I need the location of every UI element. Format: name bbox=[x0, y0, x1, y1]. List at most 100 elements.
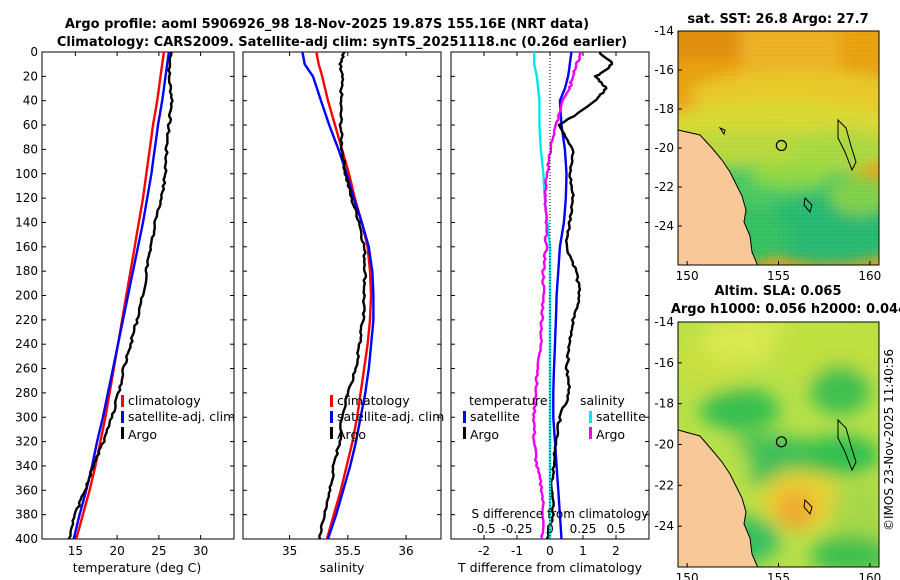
lat-tick-label: -18 bbox=[654, 397, 674, 411]
depth-tick-label: 360 bbox=[15, 483, 38, 497]
lat-tick-label: -16 bbox=[654, 356, 674, 370]
s-difference-tick-label: 0.5 bbox=[606, 522, 625, 536]
lat-tick-label: -14 bbox=[654, 24, 674, 38]
x-tick-label: -2 bbox=[478, 544, 490, 558]
sla-map-title-2: Argo h1000: 0.056 h2000: 0.044 bbox=[671, 302, 900, 317]
depth-tick-label: 380 bbox=[15, 508, 38, 522]
series-line-argo bbox=[67, 52, 174, 539]
legend-swatch-climatology bbox=[121, 395, 124, 407]
depth-tick-label: 100 bbox=[15, 167, 38, 181]
legend-swatch-argo bbox=[330, 427, 333, 439]
lat-tick-label: -16 bbox=[654, 63, 674, 77]
s-difference-tick-label: 0.25 bbox=[570, 522, 597, 536]
series-line-satellite-adj-clim bbox=[72, 52, 171, 539]
lat-tick-label: -20 bbox=[654, 141, 674, 155]
legend-argo-label: Argo bbox=[128, 427, 157, 442]
legend-swatch-argo bbox=[121, 427, 124, 439]
sla-reef-outline bbox=[837, 418, 857, 472]
plot-area bbox=[242, 51, 442, 540]
title-line-2: Climatology: CARS2009. Satellite-adj cli… bbox=[57, 35, 627, 50]
x-tick-label: 15 bbox=[68, 544, 83, 558]
lon-tick-label: 150 bbox=[676, 571, 699, 580]
series-group bbox=[301, 52, 375, 539]
sst-landmass bbox=[678, 129, 759, 265]
legend-t-argo-label: Argo bbox=[470, 427, 499, 442]
depth-tick-label: 80 bbox=[23, 142, 38, 156]
x-tick-label: 2 bbox=[612, 544, 620, 558]
sst-reef-outline bbox=[803, 196, 813, 214]
difference-xlabel: T difference from climatology bbox=[457, 560, 643, 575]
sst-reef-outline bbox=[837, 118, 857, 172]
x-tick-label: 30 bbox=[193, 544, 208, 558]
lat-tick-label: -14 bbox=[654, 315, 674, 329]
s-difference-label: S difference from climatology bbox=[472, 507, 649, 521]
depth-tick-label: 220 bbox=[15, 313, 38, 327]
temperature-legend: climatology satellite-adj. clim Argo bbox=[121, 393, 235, 442]
salinity-legend: climatology satellite-adj. clim Argo bbox=[330, 393, 444, 442]
difference-panel: -2 -1 0 1 2 bbox=[450, 51, 650, 558]
lon-tick-label: 150 bbox=[676, 269, 699, 283]
legend-argo-label: Argo bbox=[337, 427, 366, 442]
series-line-salinity-argo bbox=[532, 52, 584, 539]
depth-tick-label: 0 bbox=[30, 45, 38, 59]
sst-island-outline bbox=[718, 126, 726, 136]
legend-satellite-label: satellite-adj. clim bbox=[337, 409, 444, 424]
series-line-climatology bbox=[315, 52, 373, 539]
s-difference-tick-label: 0 bbox=[546, 522, 554, 536]
depth-tick-label: 260 bbox=[15, 362, 38, 376]
lat-tick-label: -22 bbox=[654, 180, 674, 194]
depth-tick-label: 300 bbox=[15, 410, 38, 424]
temperature-xlabel: temperature (deg C) bbox=[73, 560, 202, 575]
lon-tick-label: 155 bbox=[767, 571, 790, 580]
legend-swatch-climatology bbox=[330, 395, 333, 407]
legend-swatch-satellite bbox=[121, 411, 124, 423]
sst-map-axes: 150 155 160 -14 -16 -18 -20 -22 -24 bbox=[654, 24, 881, 283]
depth-tick-label: 20 bbox=[23, 69, 38, 83]
legend-climatology-label: climatology bbox=[337, 393, 410, 408]
sst-float-marker bbox=[775, 139, 788, 152]
title-line-1: Argo profile: aoml 5906926_98 18-Nov-202… bbox=[65, 17, 589, 32]
depth-tick-label: 240 bbox=[15, 337, 38, 351]
legend-swatch-satellite bbox=[330, 411, 333, 423]
x-tick-label: -1 bbox=[511, 544, 523, 558]
depth-tick-label: 200 bbox=[15, 289, 38, 303]
sla-float-marker bbox=[775, 436, 788, 448]
x-tick-label: 25 bbox=[151, 544, 166, 558]
lat-tick-label: -18 bbox=[654, 102, 674, 116]
lat-tick-label: -20 bbox=[654, 438, 674, 452]
sla-reef-outline bbox=[803, 498, 813, 516]
sla-map-title-1: Altim. SLA: 0.065 bbox=[715, 284, 842, 299]
temperature-panel: 0 20 40 60 80 100 120 140 160 180 200 220 240 260 280 3… bbox=[15, 45, 235, 558]
sla-map-axes: 150 155 160 -14 -16 -18 -20 -22 -24 bbox=[654, 315, 881, 580]
depth-tick-label: 120 bbox=[15, 191, 38, 205]
legend-satellite-label: satellite-adj. clim bbox=[128, 409, 235, 424]
lat-tick-label: -22 bbox=[654, 478, 674, 492]
lat-tick-label: -24 bbox=[654, 519, 674, 533]
depth-tick-label: 60 bbox=[23, 118, 38, 132]
legend-salinity-heading: salinity bbox=[580, 393, 625, 408]
legend-swatch-t-argo bbox=[463, 427, 466, 439]
sst-map-title: sat. SST: 26.8 Argo: 27.7 bbox=[687, 12, 868, 27]
legend-temperature-heading: temperature bbox=[469, 393, 548, 408]
series-line-satellite-adj-clim bbox=[301, 52, 375, 539]
x-tick-label: 35.5 bbox=[334, 544, 361, 558]
legend-swatch-s-satellite bbox=[589, 411, 592, 423]
sla-map bbox=[678, 322, 879, 567]
s-difference-tick-label: -0.5 bbox=[472, 522, 495, 536]
s-difference-tick-label: -0.25 bbox=[501, 522, 532, 536]
s-difference-ticks: -0.5 -0.25 0 0.25 0.5 bbox=[472, 522, 625, 536]
depth-tick-label: 280 bbox=[15, 386, 38, 400]
depth-tick-label: 140 bbox=[15, 215, 38, 229]
depth-tick-label: 40 bbox=[23, 94, 38, 108]
lon-tick-label: 160 bbox=[858, 571, 881, 580]
series-line-argo bbox=[318, 52, 367, 539]
legend-s-argo-label: Argo bbox=[596, 427, 625, 442]
depth-tick-label: 180 bbox=[15, 264, 38, 278]
imos-stamp: ©IMOS 23-Nov-2025 11:40:56 bbox=[882, 349, 896, 531]
depth-tick-label: 340 bbox=[15, 459, 38, 473]
plot-area bbox=[41, 51, 235, 540]
lon-tick-label: 155 bbox=[767, 269, 790, 283]
lat-tick-label: -24 bbox=[654, 219, 674, 233]
depth-tick-label: 160 bbox=[15, 240, 38, 254]
